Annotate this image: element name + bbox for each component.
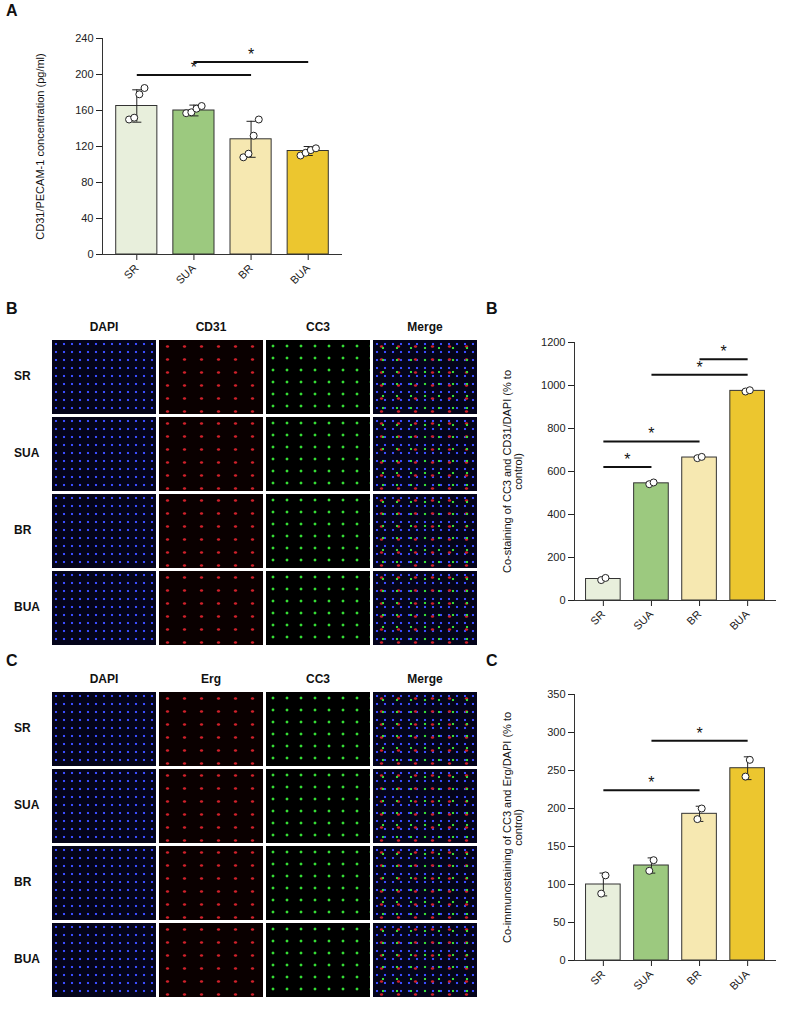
svg-text:*: * [720, 343, 726, 360]
html-text:BR: BR [14, 523, 32, 537]
svg-text:350: 350 [547, 688, 565, 700]
html-text:SR: SR [14, 369, 31, 383]
svg-text:240: 240 [75, 32, 93, 44]
svg-text:0: 0 [559, 954, 565, 966]
svg-text:BUA: BUA [727, 607, 752, 632]
html-text:Merge: Merge [407, 320, 443, 334]
html-text:SUA: SUA [14, 446, 40, 460]
html-text:C: C [6, 652, 18, 669]
svg-text:40: 40 [81, 212, 93, 224]
svg-text:*: * [696, 725, 702, 742]
html-text:Merge: Merge [407, 672, 443, 686]
html-text:SR: SR [14, 721, 31, 735]
svg-text:BR: BR [684, 968, 703, 987]
svg-text:160: 160 [75, 104, 93, 116]
html-text:C: C [486, 652, 498, 669]
svg-text:*: * [696, 359, 702, 376]
svg-text:1200: 1200 [541, 336, 565, 348]
html-text:CC3: CC3 [306, 320, 330, 334]
svg-text:*: * [191, 59, 197, 76]
svg-text:SR: SR [588, 608, 607, 627]
svg-text:Co-immunostaining of CC3 and E: Co-immunostaining of CC3 and Erg/DAPI (%… [501, 712, 524, 943]
svg-text:150: 150 [547, 840, 565, 852]
html-text:CC3: CC3 [306, 672, 330, 686]
html-text:CD31: CD31 [195, 320, 227, 334]
html-text:DAPI: DAPI [89, 672, 119, 686]
html-text:DAPI: DAPI [89, 320, 119, 334]
svg-text:0: 0 [559, 594, 565, 606]
svg-text:CD31/PECAM-1 concentration (pg: CD31/PECAM-1 concentration (pg/ml) [34, 53, 46, 239]
svg-text:200: 200 [75, 68, 93, 80]
svg-text:SUA: SUA [173, 261, 198, 286]
svg-text:Co-staining of CC3 and CD31/DA: Co-staining of CC3 and CD31/DAPI (% toco… [501, 370, 524, 573]
svg-text:SUA: SUA [631, 967, 656, 992]
html-text:B: B [486, 300, 498, 317]
svg-text:50: 50 [553, 916, 565, 928]
html-text:BUA: BUA [14, 600, 40, 614]
html-text:BUA: BUA [14, 952, 40, 966]
svg-text:0: 0 [87, 248, 93, 260]
svg-text:BR: BR [684, 608, 703, 627]
svg-text:800: 800 [547, 422, 565, 434]
svg-text:200: 200 [547, 802, 565, 814]
html-text:BR: BR [14, 875, 32, 889]
html-text:A: A [6, 2, 18, 19]
svg-text:100: 100 [547, 878, 565, 890]
svg-text:*: * [624, 451, 630, 468]
svg-text:*: * [248, 46, 254, 63]
svg-text:600: 600 [547, 465, 565, 477]
svg-text:250: 250 [547, 764, 565, 776]
svg-text:200: 200 [547, 551, 565, 563]
svg-text:SR: SR [588, 968, 607, 987]
svg-text:*: * [648, 425, 654, 442]
html-text:Erg: Erg [201, 672, 221, 686]
svg-text:SUA: SUA [631, 607, 656, 632]
svg-text:80: 80 [81, 176, 93, 188]
svg-text:120: 120 [75, 140, 93, 152]
svg-text:BUA: BUA [288, 261, 313, 286]
svg-text:1000: 1000 [541, 379, 565, 391]
svg-text:400: 400 [547, 508, 565, 520]
svg-text:SR: SR [121, 262, 140, 281]
svg-text:BR: BR [236, 262, 255, 281]
svg-text:BUA: BUA [727, 967, 752, 992]
svg-text:300: 300 [547, 726, 565, 738]
html-text:B: B [6, 300, 18, 317]
html-text:SUA: SUA [14, 798, 40, 812]
svg-text:*: * [648, 774, 654, 791]
